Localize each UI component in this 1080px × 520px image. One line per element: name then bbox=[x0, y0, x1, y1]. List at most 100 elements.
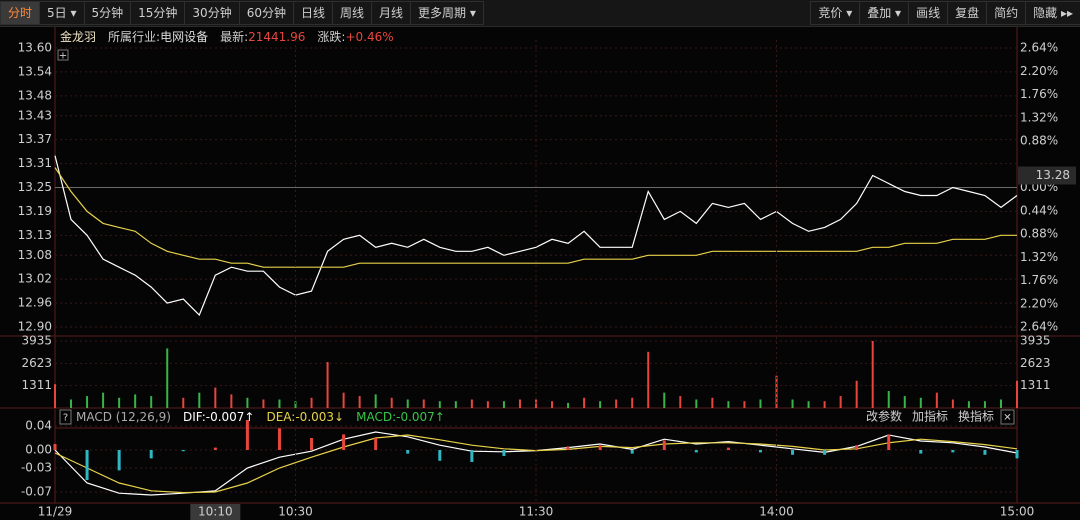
close-icon[interactable]: ✕ bbox=[1003, 413, 1011, 424]
macd-bar bbox=[694, 450, 698, 453]
stock-name: 金龙羽 bbox=[60, 29, 96, 44]
price-line bbox=[54, 167, 1017, 268]
volume-bar bbox=[54, 384, 56, 408]
toolbar-button[interactable]: 更多周期 ▾ bbox=[410, 1, 484, 25]
toolbar-button[interactable]: 画线 bbox=[908, 1, 949, 25]
y2-tick-label: 2.64% bbox=[1020, 320, 1058, 334]
macd-bar bbox=[566, 446, 570, 450]
y2-tick-label: 3935 bbox=[1020, 334, 1051, 348]
volume-bar bbox=[230, 394, 233, 408]
volume-bar bbox=[326, 362, 329, 408]
toolbar-button[interactable]: 15分钟 bbox=[130, 1, 186, 25]
macd-bar bbox=[630, 450, 634, 454]
y2-tick-label: 1311 bbox=[1020, 378, 1051, 392]
macd-bar bbox=[951, 450, 955, 453]
volume-bar bbox=[166, 348, 169, 408]
indicator-button[interactable]: 改参数 bbox=[866, 409, 902, 424]
y-tick-label: 13.02 bbox=[18, 272, 52, 286]
volume-bar bbox=[887, 390, 890, 408]
cursor-box bbox=[190, 504, 241, 520]
volume-bar bbox=[502, 401, 505, 408]
y2-tick-label: 0.44% bbox=[1020, 203, 1058, 217]
macd-bar bbox=[438, 450, 442, 461]
volume-bar bbox=[855, 380, 858, 408]
y-tick-label: 13.13 bbox=[18, 228, 52, 242]
toolbar-button[interactable]: 分时 bbox=[0, 1, 41, 25]
macd-bar bbox=[758, 450, 762, 453]
y2-tick-label: 2623 bbox=[1020, 356, 1051, 370]
y-tick-label: 13.48 bbox=[18, 88, 52, 102]
y-tick-label: 12.96 bbox=[18, 296, 52, 310]
volume-bar bbox=[214, 387, 217, 408]
volume-bar bbox=[1016, 380, 1018, 408]
y2-tick-label: 0.88% bbox=[1020, 227, 1058, 241]
volume-bar bbox=[695, 399, 698, 408]
info-label: 最新: bbox=[220, 29, 248, 44]
plus-icon[interactable] bbox=[57, 49, 69, 61]
volume-bar bbox=[358, 396, 361, 408]
volume-bar bbox=[470, 399, 473, 408]
macd-bar bbox=[823, 450, 827, 455]
toolbar-button[interactable]: 隐藏 ▸▸ bbox=[1025, 1, 1080, 25]
volume-bar bbox=[871, 341, 874, 408]
volume-bar bbox=[711, 397, 714, 408]
info-value: 21441.96 bbox=[248, 30, 305, 44]
y-tick-label: 13.60 bbox=[18, 41, 52, 55]
macd-bar bbox=[662, 440, 666, 450]
volume-bar bbox=[647, 351, 650, 408]
indicator-button[interactable]: 加指标 bbox=[912, 409, 948, 424]
x-tick-label: 14:00 bbox=[759, 505, 794, 519]
y-tick-label: 13.37 bbox=[18, 132, 52, 146]
help-icon[interactable] bbox=[59, 409, 72, 425]
volume-bar bbox=[839, 396, 842, 408]
volume-bar bbox=[631, 397, 634, 408]
toolbar-button[interactable]: 60分钟 bbox=[238, 1, 294, 25]
toolbar-button[interactable]: 30分钟 bbox=[184, 1, 240, 25]
info-label: 所属行业: bbox=[108, 30, 160, 44]
macd-bar bbox=[983, 450, 987, 455]
y-tick-label: 12.90 bbox=[18, 320, 52, 334]
toolbar-button[interactable]: 周线 bbox=[332, 1, 373, 25]
indicator-button[interactable]: 换指标 bbox=[958, 409, 994, 424]
macd-bar bbox=[726, 447, 730, 450]
volume-bar bbox=[727, 401, 730, 408]
y2-tick-label: 0.88% bbox=[1020, 134, 1058, 148]
volume-bar bbox=[807, 401, 810, 408]
toolbar-button[interactable]: 叠加 ▾ bbox=[859, 1, 910, 25]
macd-bar bbox=[342, 434, 346, 450]
y-tick-label: -0.03 bbox=[21, 461, 52, 475]
cursor-label: 10:10 bbox=[198, 505, 233, 519]
toolbar-button[interactable]: 月线 bbox=[371, 1, 412, 25]
volume-bar bbox=[246, 397, 249, 408]
toolbar-button[interactable]: 日线 bbox=[292, 1, 333, 25]
volume-bar bbox=[134, 394, 137, 408]
period-tabs: 分时 5日 ▾ 5分钟 15分钟 30分钟 60分钟 日线 周线 月线 更多周期 ▾ bbox=[0, 1, 484, 25]
y-tick-label: 1311 bbox=[21, 378, 52, 392]
macd-bar bbox=[374, 438, 378, 450]
macd-bar bbox=[213, 447, 217, 450]
toolbar-button[interactable]: 5分钟 bbox=[83, 1, 132, 25]
volume-bar bbox=[903, 396, 906, 408]
volume-bar bbox=[310, 397, 313, 408]
volume-bar bbox=[999, 399, 1002, 408]
volume-bar bbox=[759, 399, 762, 408]
volume-bar bbox=[198, 392, 201, 408]
y-tick-label: 13.54 bbox=[18, 64, 52, 78]
toolbar-button[interactable]: 复盘 bbox=[947, 1, 988, 25]
volume-bar bbox=[567, 402, 570, 408]
indicator-readout: MACD:-0.007↑ bbox=[356, 410, 445, 424]
macd-bar bbox=[53, 444, 57, 450]
volume-bar bbox=[422, 399, 425, 408]
y2-tick-label: 2.20% bbox=[1020, 296, 1058, 310]
last-price-box bbox=[1018, 166, 1076, 185]
help-icon[interactable]: ? bbox=[63, 413, 68, 424]
toolbar-button[interactable]: 5日 ▾ bbox=[39, 1, 85, 25]
volume-bar bbox=[983, 401, 986, 408]
plus-icon[interactable]: + bbox=[59, 51, 67, 62]
toolbar-button[interactable]: 简约 bbox=[986, 1, 1027, 25]
toolbar-button[interactable]: 竞价 ▾ bbox=[810, 1, 861, 25]
close-icon[interactable] bbox=[1000, 409, 1015, 425]
volume-bar bbox=[518, 399, 521, 408]
